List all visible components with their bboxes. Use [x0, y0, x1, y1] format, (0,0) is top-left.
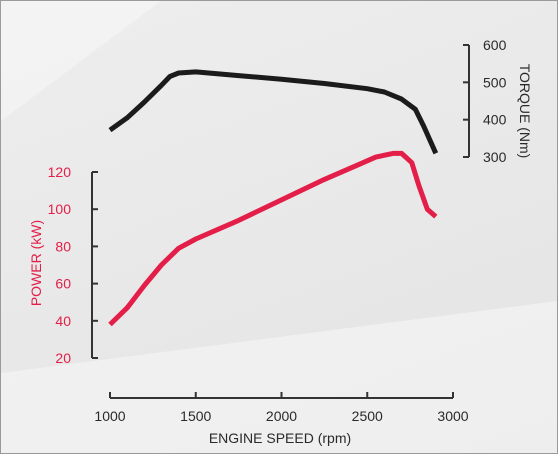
power-tick-label: 60 — [55, 276, 71, 292]
power-tick-label: 120 — [48, 164, 72, 180]
engine-speed-tick-label: 3000 — [437, 408, 468, 424]
engine-speed-tick-label: 2500 — [352, 408, 383, 424]
torque-tick-label: 600 — [483, 37, 507, 53]
power-tick-label: 20 — [55, 350, 71, 366]
torque-axis: 300 400 500 600 — [463, 37, 507, 165]
engine-speed-axis: 1000 1500 2000 2500 3000 — [94, 392, 469, 424]
engine-speed-tick-label: 2000 — [266, 408, 297, 424]
engine-speed-tick-label: 1500 — [180, 408, 211, 424]
power-axis: 20 40 60 80 100 120 — [48, 164, 98, 366]
power-tick-label: 100 — [48, 201, 72, 217]
torque-tick-label: 500 — [483, 74, 507, 90]
background-sheen-top — [1, 1, 161, 121]
power-tick-label: 40 — [55, 313, 71, 329]
engine-speed-tick-label: 1000 — [94, 408, 125, 424]
torque-tick-label: 300 — [483, 149, 507, 165]
torque-curve — [108, 69, 439, 155]
torque-axis-title: TORQUE (Nm) — [517, 64, 533, 159]
power-curve — [108, 150, 438, 327]
torque-tick-label: 400 — [483, 112, 507, 128]
power-axis-title: POWER (kW) — [28, 220, 44, 306]
background-sheen-bottom — [1, 301, 557, 453]
power-tick-label: 80 — [55, 238, 71, 254]
engine-speed-axis-title: ENGINE SPEED (rpm) — [209, 430, 351, 446]
